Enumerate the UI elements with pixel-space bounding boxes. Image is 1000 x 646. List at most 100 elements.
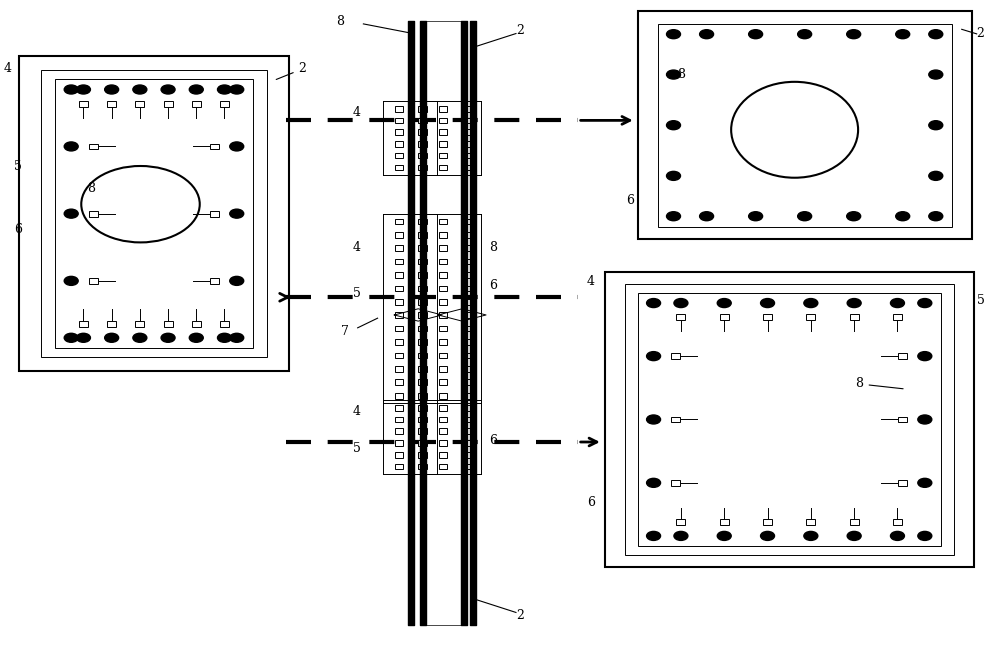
- Bar: [41, 70, 267, 357]
- Bar: [439, 232, 447, 238]
- Bar: [898, 417, 907, 422]
- Text: 6: 6: [14, 223, 22, 236]
- Text: 2: 2: [516, 609, 524, 622]
- Bar: [763, 519, 772, 525]
- Bar: [462, 299, 471, 305]
- Circle shape: [918, 351, 932, 360]
- Bar: [676, 519, 685, 525]
- Circle shape: [918, 478, 932, 487]
- Bar: [418, 245, 427, 251]
- Text: 6: 6: [489, 434, 497, 448]
- Bar: [418, 417, 427, 422]
- Bar: [395, 272, 403, 278]
- Circle shape: [667, 30, 680, 39]
- Bar: [462, 141, 471, 147]
- Bar: [395, 326, 403, 331]
- Bar: [395, 165, 403, 170]
- Text: 5: 5: [14, 160, 22, 173]
- Bar: [89, 278, 98, 284]
- Bar: [395, 245, 403, 251]
- Text: 8: 8: [336, 16, 344, 28]
- Bar: [439, 106, 447, 112]
- Bar: [439, 440, 447, 446]
- Bar: [395, 218, 403, 224]
- Bar: [462, 428, 471, 434]
- Circle shape: [76, 333, 90, 342]
- Text: 2: 2: [977, 27, 985, 40]
- Bar: [395, 440, 403, 446]
- Text: 6: 6: [626, 194, 634, 207]
- Bar: [395, 118, 403, 123]
- Circle shape: [929, 30, 943, 39]
- Bar: [395, 379, 403, 385]
- Bar: [395, 141, 403, 147]
- Bar: [439, 393, 447, 399]
- Text: 8: 8: [489, 242, 497, 255]
- Bar: [462, 326, 471, 331]
- Circle shape: [804, 298, 818, 307]
- Circle shape: [890, 298, 904, 307]
- Circle shape: [847, 212, 861, 221]
- Circle shape: [929, 212, 943, 221]
- Text: 6: 6: [489, 279, 497, 292]
- Bar: [439, 218, 447, 224]
- Bar: [850, 519, 859, 525]
- Bar: [720, 519, 729, 525]
- Bar: [898, 353, 907, 359]
- Bar: [395, 129, 403, 135]
- Bar: [418, 326, 427, 331]
- Circle shape: [647, 351, 661, 360]
- Circle shape: [105, 333, 119, 342]
- Bar: [806, 315, 815, 320]
- Bar: [192, 101, 201, 107]
- Bar: [462, 379, 471, 385]
- Bar: [462, 313, 471, 318]
- Bar: [395, 153, 403, 158]
- Bar: [462, 393, 471, 399]
- Bar: [418, 353, 427, 359]
- Bar: [439, 326, 447, 331]
- Bar: [395, 259, 403, 264]
- Circle shape: [847, 532, 861, 541]
- Bar: [439, 417, 447, 422]
- Circle shape: [929, 171, 943, 180]
- Text: 7: 7: [341, 324, 349, 338]
- Text: 8: 8: [856, 377, 903, 390]
- Bar: [418, 366, 427, 371]
- Text: 8: 8: [87, 182, 95, 195]
- Bar: [418, 129, 427, 135]
- Circle shape: [647, 478, 661, 487]
- Bar: [395, 393, 403, 399]
- Bar: [418, 339, 427, 345]
- Bar: [462, 440, 471, 446]
- Circle shape: [918, 532, 932, 541]
- Bar: [763, 315, 772, 320]
- Circle shape: [761, 298, 775, 307]
- Bar: [462, 259, 471, 264]
- Bar: [439, 259, 447, 264]
- Text: 5: 5: [353, 287, 361, 300]
- Bar: [418, 106, 427, 112]
- Bar: [395, 428, 403, 434]
- Bar: [418, 379, 427, 385]
- Bar: [395, 232, 403, 238]
- Circle shape: [76, 85, 90, 94]
- Bar: [107, 321, 116, 326]
- Bar: [418, 464, 427, 469]
- Circle shape: [64, 276, 78, 286]
- Bar: [418, 118, 427, 123]
- Circle shape: [929, 121, 943, 130]
- Circle shape: [674, 532, 688, 541]
- Bar: [439, 405, 447, 411]
- Bar: [55, 79, 253, 348]
- Bar: [439, 165, 447, 170]
- Circle shape: [918, 298, 932, 307]
- Circle shape: [667, 121, 680, 130]
- Bar: [462, 452, 471, 457]
- Bar: [395, 353, 403, 359]
- Bar: [462, 129, 471, 135]
- Circle shape: [218, 333, 231, 342]
- Circle shape: [667, 70, 680, 79]
- Circle shape: [64, 85, 78, 94]
- Text: 4: 4: [353, 106, 361, 119]
